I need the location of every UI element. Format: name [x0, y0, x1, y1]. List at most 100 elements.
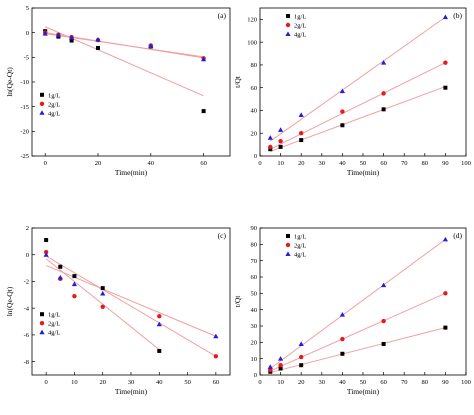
x-tick-label: 20 [298, 160, 305, 167]
data-point [268, 147, 273, 152]
data-point [299, 138, 304, 143]
y-tick-label: 0 [254, 153, 257, 160]
data-point [58, 264, 63, 269]
legend-label: 2g/L [294, 23, 306, 30]
legend-label: 2g/L [48, 321, 60, 328]
y-axis-title: t/Qt [233, 75, 242, 88]
data-point [55, 32, 61, 38]
fit-line [45, 264, 217, 337]
data-point [157, 314, 162, 319]
data-point [44, 238, 49, 243]
legend-label: 4g/L [48, 110, 60, 117]
data-point [278, 363, 283, 368]
plot-frame [259, 7, 467, 157]
data-point [69, 38, 74, 43]
x-tick-label: 0 [45, 379, 48, 386]
plot-frame [31, 227, 231, 376]
y-tick-label: 80 [251, 242, 258, 249]
data-point [443, 60, 448, 65]
x-tick-label: 70 [401, 379, 408, 386]
y-tick-label: -2 [24, 279, 29, 286]
x-tick-label: 0 [258, 379, 261, 386]
data-point [213, 354, 219, 359]
legend-marker [39, 321, 45, 326]
fit-line [270, 327, 446, 374]
data-point [443, 325, 448, 330]
legend-marker [39, 110, 45, 115]
data-point [267, 135, 273, 140]
x-tick-label: 90 [442, 379, 449, 386]
y-tick-label: 0 [254, 372, 257, 379]
x-axis-title: Time(min) [115, 387, 148, 396]
panel-label: (d) [453, 231, 462, 240]
x-tick-label: 40 [339, 160, 346, 167]
data-point [72, 293, 77, 299]
data-point [443, 291, 448, 296]
x-tick-label: 80 [422, 160, 429, 167]
data-point [69, 35, 75, 40]
x-tick-label: 60 [380, 379, 387, 386]
legend-label: 1g/L [48, 92, 60, 99]
data-point [442, 14, 448, 20]
x-tick-label: 50 [184, 379, 191, 386]
data-point [201, 109, 206, 114]
legend-marker [285, 31, 291, 36]
data-point [340, 109, 345, 114]
legend-label: 4g/L [48, 330, 60, 337]
x-tick-label: 50 [360, 160, 367, 167]
y-tick-label: 20 [251, 340, 258, 347]
data-point [381, 91, 386, 96]
data-point [96, 45, 100, 50]
y-tick-label: 10 [251, 356, 258, 363]
x-axis-title: Time(min) [347, 168, 380, 177]
y-tick-label: 2 [26, 225, 29, 232]
data-point [71, 281, 78, 287]
x-tick-label: 40 [156, 379, 163, 386]
panel-label: (b) [453, 11, 462, 20]
data-point [43, 249, 49, 255]
data-point [339, 88, 345, 94]
data-point [72, 274, 77, 279]
x-tick-label: 30 [128, 379, 135, 386]
data-point [298, 112, 304, 118]
x-axis-title: Time(min) [115, 168, 148, 177]
data-point [100, 304, 105, 310]
legend-marker [286, 234, 290, 238]
y-tick-label: 40 [251, 307, 258, 314]
legend-label: 4g/L [294, 32, 306, 39]
legend-marker [40, 92, 44, 97]
data-point [298, 341, 304, 346]
chart-panel: 0 10 20 30 40 50 60 70 80 90 100 0 10 20 30 40 50 60 70 80 9… [233, 225, 471, 396]
plot-frame [31, 7, 231, 157]
data-point [268, 367, 273, 373]
y-tick-label: 90 [251, 225, 258, 232]
x-tick-label: 70 [401, 160, 408, 167]
data-point [100, 290, 106, 296]
x-tick-label: 10 [277, 379, 284, 386]
x-axis-title: Time(min) [347, 387, 380, 396]
fit-line [270, 62, 446, 150]
data-point [442, 236, 448, 242]
y-tick-label: 40 [251, 108, 258, 115]
x-tick-label: 0 [258, 160, 261, 167]
x-tick-label: 30 [319, 379, 326, 386]
x-tick-label: 90 [442, 160, 449, 167]
legend-marker [285, 242, 291, 248]
legend-label: 1g/L [48, 312, 60, 319]
data-point [100, 286, 105, 291]
legend-label: 1g/L [294, 14, 306, 21]
chart-panel: 0 10 20 30 40 50 60 -8 -6 -4 -2 0 2 Time(min) ln(Qe-Qt… [5, 225, 231, 396]
x-tick-label: 0 [44, 160, 47, 167]
legend-marker [39, 329, 45, 335]
data-point [156, 321, 162, 327]
legend-marker [285, 22, 291, 28]
y-tick-label: -25 [20, 153, 29, 160]
fit-line [270, 86, 446, 152]
data-point [278, 356, 284, 361]
y-tick-label: -10 [20, 79, 29, 86]
legend-label: 1g/L [294, 234, 306, 241]
chart-panel: 0 20 40 60 -25 -20 -15 -10 -5 0 5 Time(min) ln(Qe-Qt… [5, 5, 231, 177]
x-tick-label: 60 [213, 379, 220, 386]
data-point [278, 366, 283, 371]
x-tick-label: 10 [71, 379, 78, 386]
